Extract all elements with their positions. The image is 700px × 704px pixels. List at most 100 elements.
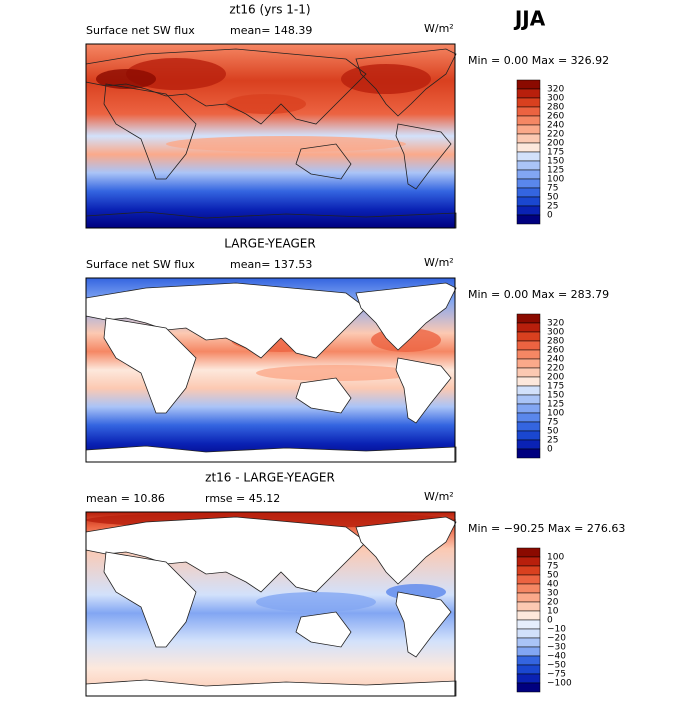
colorbar-label: 240	[547, 121, 564, 131]
coastline	[103, 83, 197, 180]
coastline	[355, 282, 457, 351]
colorbar-cell	[516, 592, 541, 603]
panel-units: W/m²	[424, 490, 454, 503]
colorbar-cell	[516, 403, 541, 414]
colorbar-cell	[516, 187, 541, 198]
coastline	[85, 48, 367, 125]
colorbar-label: −100	[547, 679, 572, 689]
colorbar-label: 300	[547, 94, 564, 104]
colorbar-cell	[516, 88, 541, 99]
colorbar-label: 100	[547, 553, 564, 563]
colorbar-cell	[516, 349, 541, 360]
colorbar-cell	[516, 205, 541, 216]
panel-units: W/m²	[424, 22, 454, 35]
colorbar-label: 125	[547, 400, 564, 410]
colorbar-label: 75	[547, 184, 558, 194]
coastline	[395, 357, 452, 424]
colorbar-label: 175	[547, 148, 564, 158]
colorbar-cell	[516, 331, 541, 342]
colorbar-cell	[516, 619, 541, 630]
colorbar-cell	[516, 655, 541, 666]
colorbar-label: 125	[547, 166, 564, 176]
colorbar-cell	[516, 439, 541, 450]
coastline	[103, 551, 197, 648]
coastline	[295, 143, 352, 180]
colorbar-label: −10	[547, 625, 566, 635]
colorbar-cell	[516, 394, 541, 405]
colorbar-label: 220	[547, 130, 564, 140]
colorbar-label: 220	[547, 364, 564, 374]
colorbar-cell	[516, 124, 541, 135]
colorbar-cell	[516, 448, 541, 459]
colorbar-cell	[516, 628, 541, 639]
colorbar-label: −20	[547, 634, 566, 644]
colorbar-cell	[516, 412, 541, 423]
colorbar-label: 50	[547, 427, 559, 437]
colorbar-cell	[516, 556, 541, 567]
colorbar-cell	[516, 421, 541, 432]
panel-left-label: Surface net SW flux	[86, 24, 195, 37]
colorbar-cell	[516, 574, 541, 585]
panel-left-label: Surface net SW flux	[86, 258, 195, 271]
panel-stat-label: mean= 148.39	[230, 24, 312, 37]
colorbar-cell	[516, 169, 541, 180]
colorbar-label: 10	[547, 607, 559, 617]
colorbar-cell	[516, 151, 541, 162]
colorbar-cell	[516, 178, 541, 189]
colorbar-cell	[516, 565, 541, 576]
colorbar-label: 280	[547, 337, 564, 347]
colorbar-label: 50	[547, 571, 559, 581]
colorbar-label: 240	[547, 355, 564, 365]
colorbar-cell	[516, 340, 541, 351]
colorbar-cell	[516, 133, 541, 144]
colorbar-label: 280	[547, 103, 564, 113]
colorbar-label: 200	[547, 139, 564, 149]
colorbar-cell	[516, 376, 541, 387]
field-feature	[256, 592, 376, 612]
colorbar-label: 320	[547, 319, 564, 329]
coastline	[103, 317, 197, 414]
colorbar-cell	[516, 583, 541, 594]
colorbar-cell	[516, 664, 541, 675]
coastline	[355, 48, 457, 117]
colorbar-label: 0	[547, 211, 553, 221]
coastline	[355, 516, 457, 585]
map-frame	[85, 511, 456, 697]
colorbar-label: 260	[547, 346, 564, 356]
colorbar-label: −30	[547, 643, 566, 653]
colorbar-label: 25	[547, 436, 558, 446]
colorbar-label: 20	[547, 598, 559, 608]
colorbar-label: 0	[547, 616, 553, 626]
colorbar-label: 100	[547, 175, 564, 185]
panel-left-label: mean = 10.86	[86, 492, 165, 505]
colorbar-cell	[516, 196, 541, 207]
colorbar-cell	[516, 160, 541, 171]
colorbar-cell	[516, 646, 541, 657]
colorbar-cell	[516, 610, 541, 621]
coastline	[295, 611, 352, 648]
colorbar-cell	[516, 430, 541, 441]
colorbar-label: 200	[547, 373, 564, 383]
colorbar-label: 75	[547, 562, 558, 572]
colorbar-label: 150	[547, 391, 564, 401]
coastline	[85, 516, 367, 593]
colorbar-label: 75	[547, 418, 558, 428]
colorbar-label: 300	[547, 328, 564, 338]
season-label: JJA	[513, 7, 546, 31]
panel-min-max: Min = 0.00 Max = 283.79	[468, 288, 609, 301]
colorbar-label: 30	[547, 589, 559, 599]
map-frame	[85, 43, 456, 229]
colorbar-cell	[516, 682, 541, 693]
panel-title: zt16 - LARGE-YEAGER	[205, 471, 335, 485]
panel-stat-label: mean= 137.53	[230, 258, 312, 271]
colorbar-label: 50	[547, 193, 559, 203]
panel-title: zt16 (yrs 1-1)	[229, 3, 310, 17]
field-feature	[96, 69, 156, 89]
map	[85, 511, 457, 697]
colorbar-cell	[516, 142, 541, 153]
colorbar-cell	[516, 214, 541, 225]
colorbar-cell	[516, 106, 541, 117]
panel-min-max: Min = 0.00 Max = 326.92	[468, 54, 609, 67]
field-feature	[166, 136, 406, 152]
